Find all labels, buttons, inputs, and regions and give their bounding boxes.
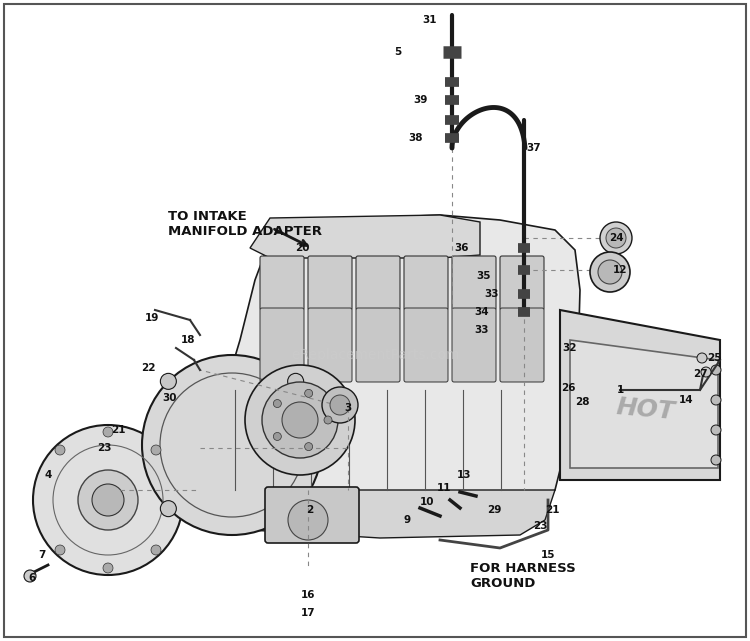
Text: 13: 13 [457,470,471,480]
Circle shape [245,365,355,475]
Circle shape [273,433,281,440]
Text: 16: 16 [301,590,315,600]
Text: 14: 14 [679,395,693,405]
Circle shape [160,373,176,389]
Text: 23: 23 [97,443,111,453]
FancyBboxPatch shape [452,308,496,382]
Circle shape [288,373,304,389]
FancyBboxPatch shape [265,487,359,543]
Text: 32: 32 [562,343,578,353]
Polygon shape [225,215,580,500]
Circle shape [600,222,632,254]
Text: 15: 15 [541,550,555,560]
Text: 9: 9 [404,515,410,525]
FancyBboxPatch shape [308,256,352,310]
Polygon shape [570,340,718,468]
Text: 31: 31 [423,15,437,25]
Text: 7: 7 [38,550,46,560]
Circle shape [55,545,65,555]
FancyBboxPatch shape [356,256,400,310]
Text: 30: 30 [163,393,177,403]
Text: 3: 3 [344,403,352,413]
Circle shape [33,425,183,575]
Circle shape [304,389,313,397]
Text: 37: 37 [526,143,542,153]
FancyBboxPatch shape [452,256,496,310]
FancyBboxPatch shape [260,308,304,382]
Circle shape [288,501,304,517]
Text: 11: 11 [436,483,451,493]
Circle shape [103,563,113,573]
Text: 35: 35 [477,271,491,281]
Circle shape [697,353,707,363]
Circle shape [55,445,65,455]
Text: 10: 10 [420,497,434,507]
Circle shape [92,484,124,516]
Text: 5: 5 [394,47,402,57]
Text: FOR HARNESS
GROUND: FOR HARNESS GROUND [470,562,576,590]
Text: 22: 22 [141,363,155,373]
Circle shape [701,367,711,377]
Text: 24: 24 [609,233,623,243]
Text: 34: 34 [475,307,489,317]
Text: 6: 6 [28,573,36,583]
Circle shape [322,387,358,423]
Text: HOT: HOT [616,395,676,424]
FancyBboxPatch shape [500,256,544,310]
Text: 26: 26 [561,383,575,393]
Text: 23: 23 [532,521,548,531]
Polygon shape [250,215,480,258]
Text: 28: 28 [574,397,590,407]
Text: eReplacementParts.com: eReplacementParts.com [291,348,459,362]
FancyBboxPatch shape [308,308,352,382]
Polygon shape [560,310,720,480]
Text: 20: 20 [295,243,309,253]
Polygon shape [235,490,555,538]
Circle shape [598,260,622,284]
Text: 18: 18 [181,335,195,345]
Text: 21: 21 [111,425,125,435]
Circle shape [142,355,322,535]
Circle shape [24,570,36,582]
Text: 36: 36 [454,243,470,253]
FancyBboxPatch shape [260,256,304,310]
Text: 33: 33 [475,325,489,335]
FancyBboxPatch shape [404,256,448,310]
Circle shape [282,402,318,438]
Circle shape [590,252,630,292]
Circle shape [151,445,161,455]
Circle shape [288,500,328,540]
Text: 12: 12 [613,265,627,275]
Text: 25: 25 [706,353,722,363]
Circle shape [160,501,176,517]
Circle shape [330,395,350,415]
Circle shape [78,470,138,530]
Circle shape [711,365,721,375]
Circle shape [273,399,281,408]
Text: 19: 19 [145,313,159,323]
Circle shape [711,395,721,405]
Text: 39: 39 [413,95,428,105]
FancyBboxPatch shape [356,308,400,382]
Text: 17: 17 [301,608,315,618]
Text: TO INTAKE
MANIFOLD ADAPTER: TO INTAKE MANIFOLD ADAPTER [168,210,322,238]
Circle shape [711,455,721,465]
Text: 2: 2 [307,505,314,515]
Text: 21: 21 [544,505,560,515]
Circle shape [324,416,332,424]
Circle shape [151,545,161,555]
Text: 33: 33 [484,289,500,299]
Text: 1: 1 [616,385,624,395]
Text: 27: 27 [693,369,707,379]
Text: 38: 38 [409,133,423,143]
FancyBboxPatch shape [404,308,448,382]
Circle shape [103,427,113,437]
Circle shape [606,228,626,248]
Text: 29: 29 [487,505,501,515]
Circle shape [711,425,721,435]
Text: 4: 4 [44,470,52,480]
FancyBboxPatch shape [500,308,544,382]
Circle shape [262,382,338,458]
Circle shape [304,443,313,451]
